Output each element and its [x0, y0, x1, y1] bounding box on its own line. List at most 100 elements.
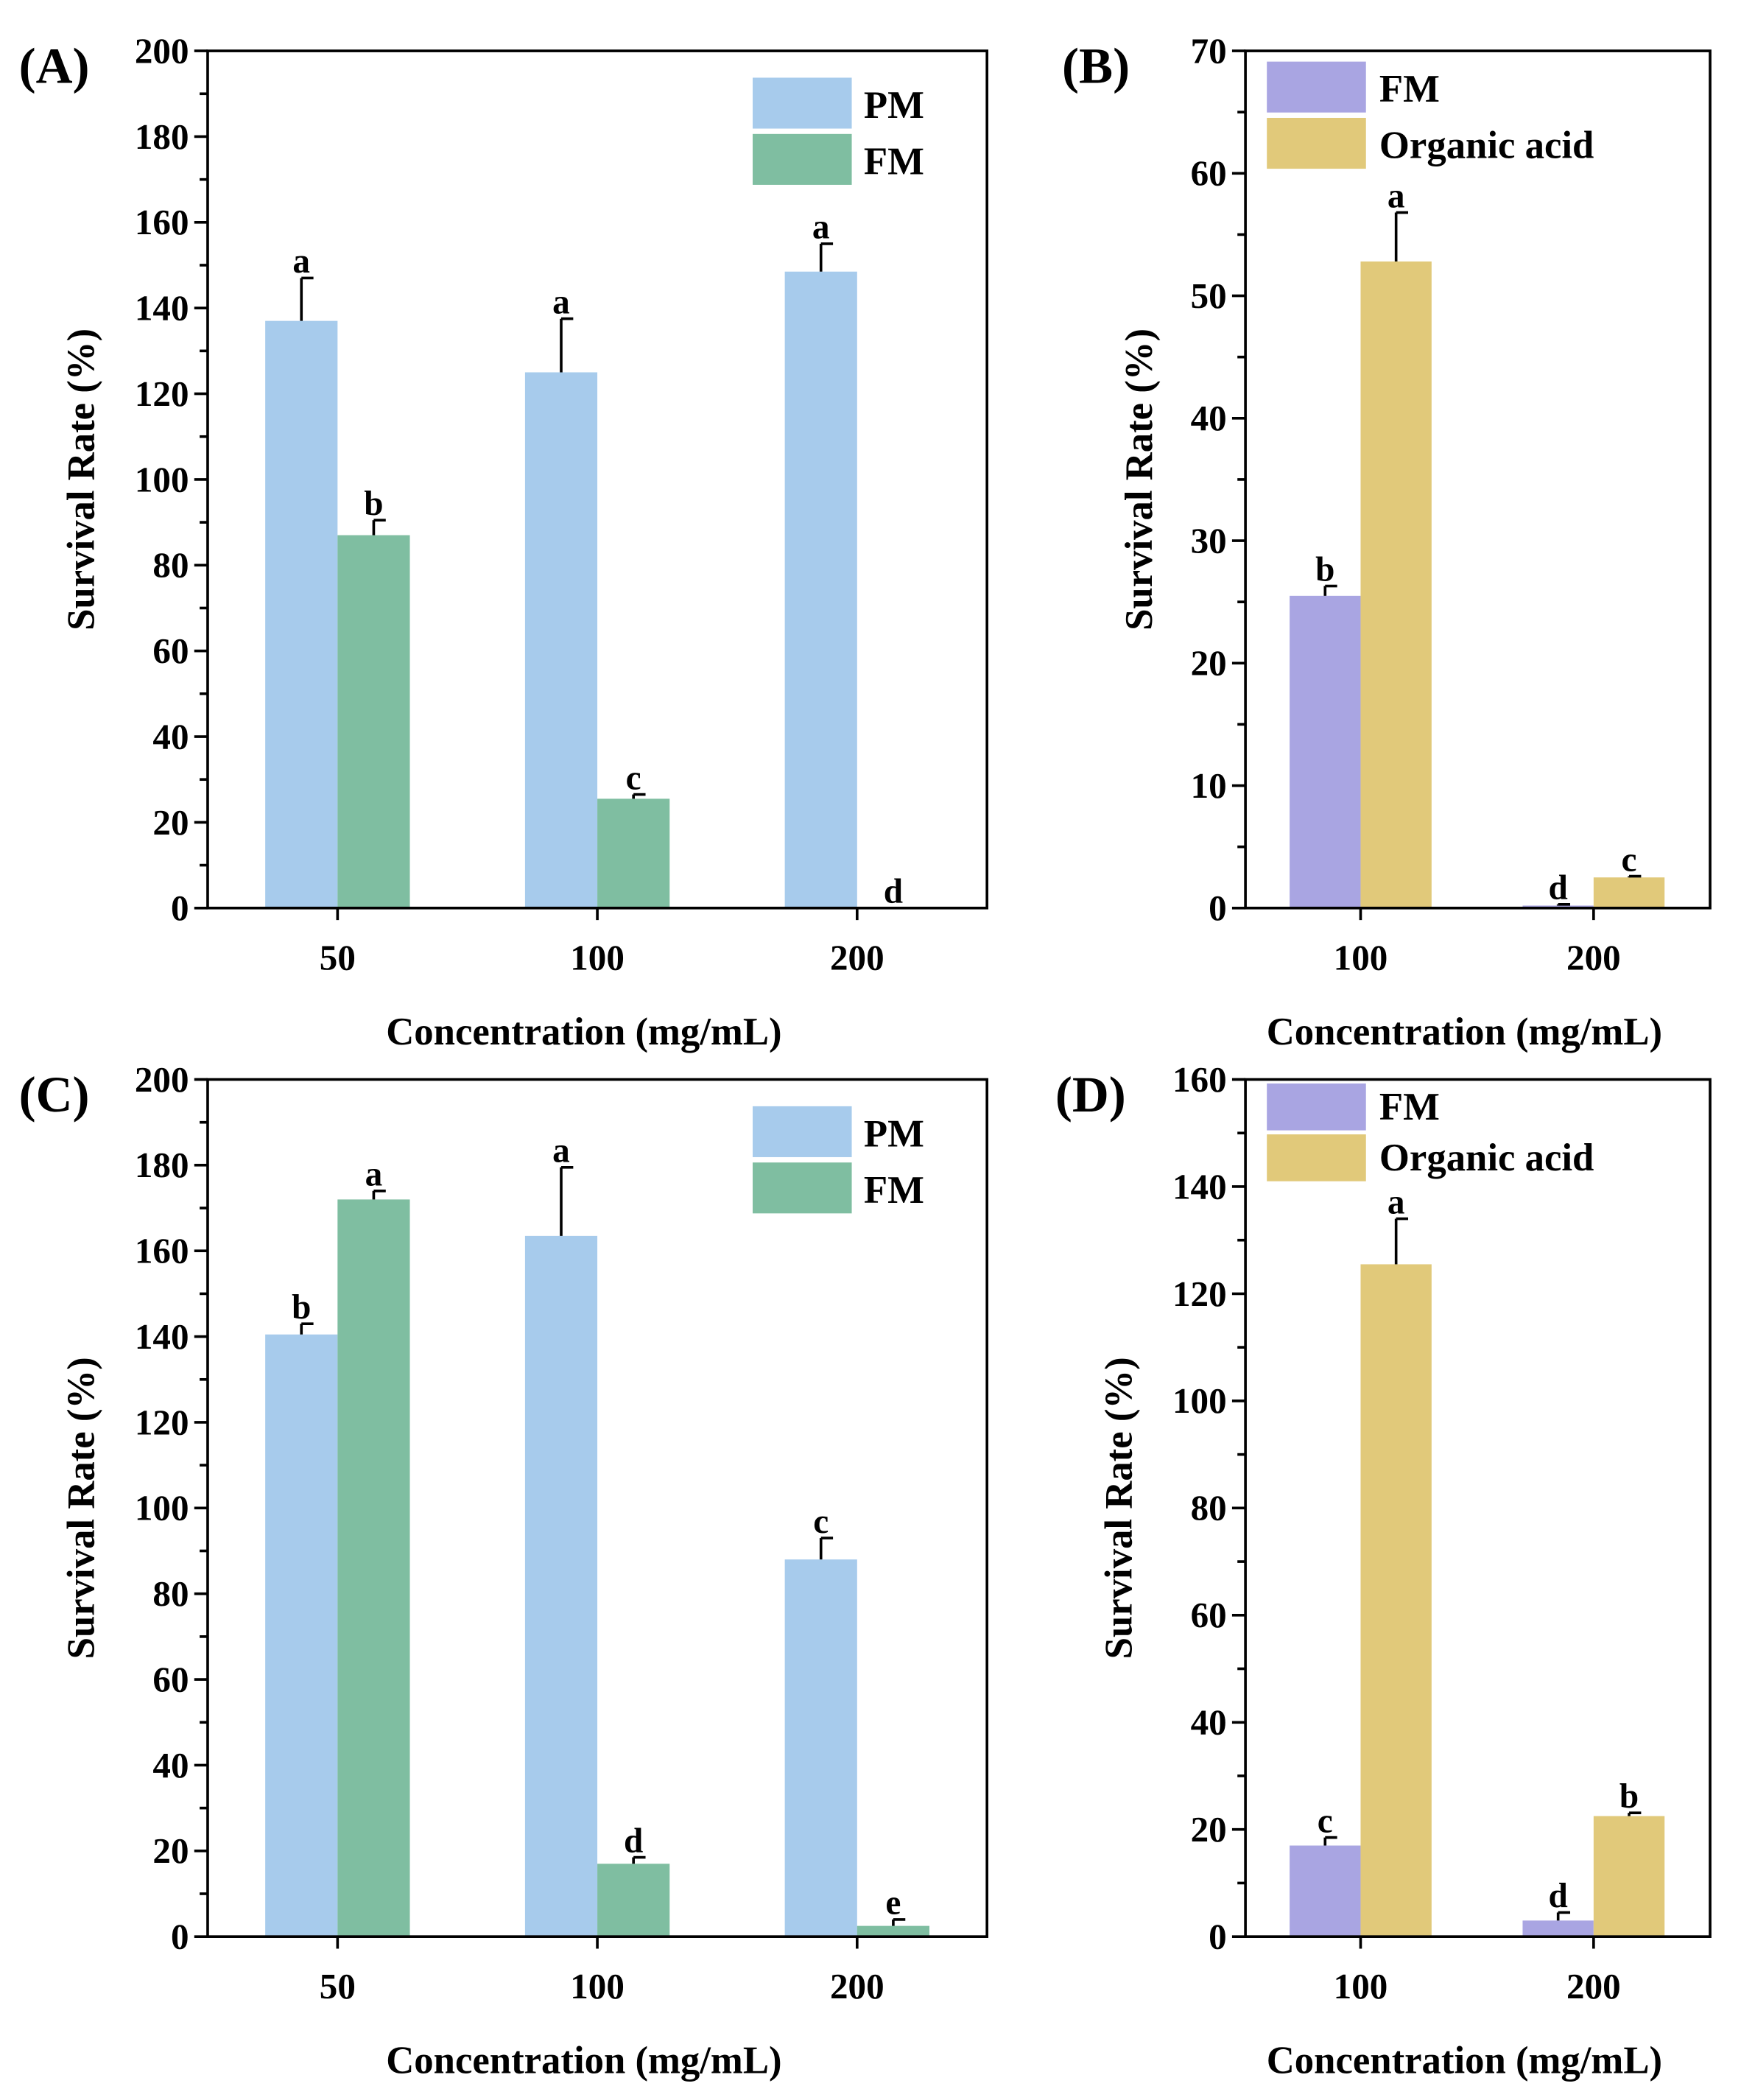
- significance-letter: a: [365, 1156, 383, 1194]
- legend-label: Organic acid: [1379, 1137, 1594, 1179]
- y-tick-label: 180: [135, 116, 189, 157]
- y-tick-label: 60: [152, 1659, 189, 1699]
- legend-label: FM: [1379, 1086, 1440, 1128]
- y-tick-label: 20: [1191, 643, 1227, 684]
- panel-label: (B): [1062, 38, 1130, 94]
- significance-letter: c: [626, 759, 641, 797]
- x-tick-label: 100: [1334, 1966, 1388, 2006]
- bar: [1290, 595, 1361, 908]
- legend-label: PM: [864, 84, 924, 127]
- bar: [265, 320, 338, 908]
- y-tick-label: 0: [171, 1917, 189, 1957]
- y-tick-label: 120: [1172, 1274, 1227, 1314]
- significance-letter: b: [364, 485, 383, 523]
- x-tick-label: 50: [320, 937, 356, 977]
- chart-panel-b: b a 100 d c 200 0 10 20 30 40 50 60 70 FM Organic acid C…: [1062, 30, 1712, 1053]
- significance-letter: c: [1622, 840, 1637, 879]
- legend-swatch: [1267, 61, 1366, 113]
- y-tick-label: 60: [1191, 1595, 1227, 1635]
- bar: [1593, 877, 1665, 908]
- y-tick-label: 80: [152, 545, 189, 586]
- y-tick-label: 200: [135, 30, 189, 71]
- legend-swatch: [1267, 118, 1366, 169]
- significance-letter: b: [1315, 550, 1334, 589]
- legend-swatch: [752, 1162, 852, 1214]
- y-tick-label: 80: [1191, 1488, 1227, 1528]
- significance-letter: d: [1549, 1877, 1568, 1915]
- y-tick-label: 160: [1172, 1059, 1227, 1100]
- bar: [597, 798, 670, 908]
- bar: [337, 535, 410, 908]
- bar: [784, 271, 857, 908]
- legend-swatch: [1267, 1083, 1366, 1131]
- bar: [857, 1925, 930, 1937]
- y-tick-label: 100: [135, 459, 189, 499]
- bar: [784, 1559, 857, 1937]
- x-axis-title: Concentration (mg/mL): [386, 2040, 781, 2082]
- y-tick-label: 100: [1172, 1380, 1227, 1421]
- y-axis-title: Survival Rate (%): [60, 329, 102, 631]
- x-axis-title: Concentration (mg/mL): [1267, 1011, 1662, 1053]
- y-tick-label: 40: [1191, 398, 1227, 438]
- bar: [1593, 1816, 1665, 1937]
- bar: [597, 1864, 670, 1937]
- y-tick-label: 80: [152, 1573, 189, 1614]
- y-tick-label: 20: [152, 1830, 189, 1871]
- y-tick-label: 60: [152, 631, 189, 671]
- bar: [337, 1199, 410, 1937]
- y-tick-label: 40: [1191, 1702, 1227, 1743]
- bar: [1360, 261, 1432, 908]
- y-tick-label: 160: [135, 1231, 189, 1271]
- significance-letter: b: [292, 1288, 311, 1327]
- significance-letter: a: [1387, 1183, 1405, 1221]
- significance-letter: a: [812, 208, 830, 247]
- chart-panel-c: b a 50 a d 100 c e 200 0 20 40 60 80 100 120 140 160 180 20…: [19, 1059, 989, 2082]
- panel-label: (D): [1055, 1066, 1126, 1123]
- panel-label: (C): [19, 1066, 90, 1123]
- y-tick-label: 10: [1191, 765, 1227, 806]
- y-tick-label: 0: [1209, 1917, 1227, 1957]
- legend-swatch: [1267, 1134, 1366, 1181]
- significance-letter: d: [624, 1822, 643, 1860]
- significance-letter: a: [292, 242, 310, 281]
- legend-label: FM: [1379, 68, 1440, 110]
- y-tick-label: 30: [1191, 520, 1227, 561]
- chart-panel-a: ab50ac100ad20002040608010012014016018020…: [19, 30, 989, 1053]
- y-axis-title: Survival Rate (%): [1118, 329, 1161, 631]
- y-tick-label: 200: [135, 1059, 189, 1100]
- legend-swatch: [752, 1106, 852, 1157]
- legend-swatch: [752, 77, 852, 129]
- panel-label: (A): [19, 38, 90, 94]
- y-tick-label: 70: [1191, 30, 1227, 71]
- significance-letter: d: [1549, 869, 1568, 907]
- x-tick-label: 200: [830, 1966, 884, 2006]
- y-tick-label: 140: [1172, 1166, 1227, 1207]
- x-tick-label: 100: [570, 937, 625, 977]
- y-axis-title: Survival Rate (%): [1098, 1357, 1141, 1659]
- significance-letter: e: [885, 1884, 901, 1922]
- bar: [524, 1235, 598, 1937]
- y-tick-label: 100: [135, 1488, 189, 1528]
- y-tick-label: 60: [1191, 153, 1227, 194]
- legend-label: PM: [864, 1112, 924, 1155]
- significance-letter: b: [1619, 1777, 1639, 1816]
- x-tick-label: 200: [1566, 1966, 1621, 2006]
- x-axis-title: Concentration (mg/mL): [386, 1011, 781, 1053]
- significance-letter: a: [552, 1132, 570, 1170]
- legend-label: FM: [864, 140, 924, 183]
- y-tick-label: 0: [171, 888, 189, 928]
- y-tick-label: 20: [1191, 1809, 1227, 1850]
- y-tick-label: 140: [135, 288, 189, 329]
- significance-letter: a: [552, 283, 570, 321]
- bar: [1290, 1845, 1361, 1937]
- bar: [524, 372, 598, 908]
- y-tick-label: 180: [135, 1145, 189, 1185]
- y-tick-label: 120: [135, 373, 189, 414]
- x-axis-title: Concentration (mg/mL): [1267, 2040, 1662, 2082]
- y-axis-title: Survival Rate (%): [60, 1357, 102, 1659]
- y-tick-label: 0: [1209, 888, 1227, 928]
- legend-swatch: [752, 133, 852, 185]
- x-tick-label: 100: [570, 1966, 625, 2006]
- bar: [265, 1334, 338, 1937]
